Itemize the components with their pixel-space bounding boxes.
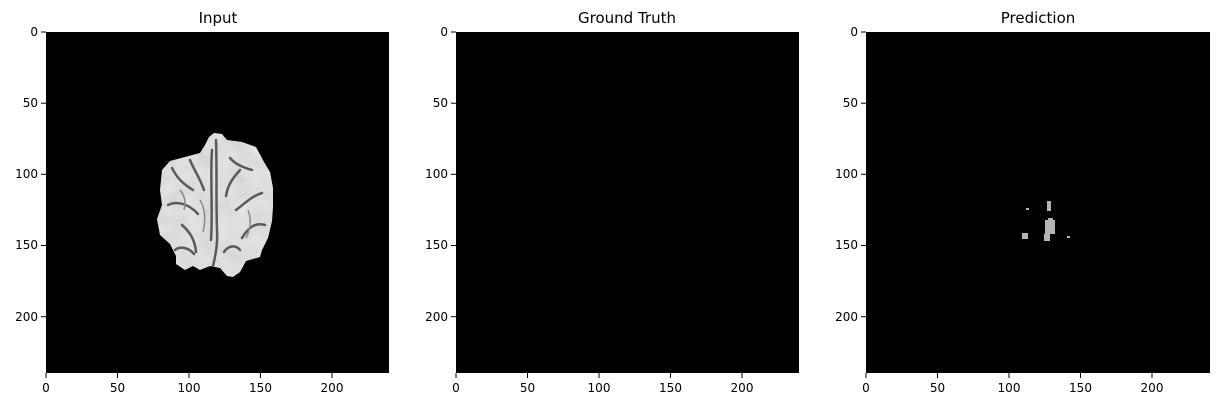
panel-title-input: Input <box>199 9 238 27</box>
x-tick-label: 50 <box>930 381 945 395</box>
y-tick-label: 200 <box>425 310 448 324</box>
y-tick-label: 100 <box>425 167 448 181</box>
x-tick-label: 100 <box>998 381 1021 395</box>
y-tick-label: 50 <box>23 96 38 110</box>
x-tick-label: 50 <box>520 381 535 395</box>
y-tick-label: 0 <box>440 25 448 39</box>
y-tick-label: 150 <box>835 238 858 252</box>
brain-slice <box>157 133 273 277</box>
x-tick-label: 0 <box>452 381 460 395</box>
panel-ground-truth: Ground Truth 0 50 100 150 200 0 50 100 1… <box>425 9 799 395</box>
x-tick-label: 100 <box>588 381 611 395</box>
panel-title-prediction: Prediction <box>1001 9 1076 27</box>
panel-title-ground-truth: Ground Truth <box>578 9 676 27</box>
prediction-image <box>866 32 1210 373</box>
y-tick-label: 150 <box>425 238 448 252</box>
y-tick-label: 150 <box>15 238 38 252</box>
x-tick-label: 200 <box>731 381 754 395</box>
x-tick-label: 0 <box>42 381 50 395</box>
x-tick-label: 150 <box>249 381 272 395</box>
y-tick-label: 0 <box>850 25 858 39</box>
y-tick-label: 100 <box>15 167 38 181</box>
y-tick-label: 200 <box>15 310 38 324</box>
panel-prediction: Prediction 0 50 100 150 200 0 50 100 150 <box>835 9 1210 395</box>
y-tick-label: 200 <box>835 310 858 324</box>
prediction-mask <box>1022 201 1070 241</box>
x-tick-label: 0 <box>862 381 870 395</box>
x-tick-label: 50 <box>110 381 125 395</box>
x-tick-label: 200 <box>1141 381 1164 395</box>
x-tick-label: 100 <box>178 381 201 395</box>
x-tick-label: 200 <box>321 381 344 395</box>
panel-input: Input <box>15 9 389 395</box>
x-tick-label: 150 <box>1069 381 1092 395</box>
y-tick-label: 100 <box>835 167 858 181</box>
ground-truth-image <box>456 32 799 373</box>
y-tick-label: 50 <box>433 96 448 110</box>
y-tick-label: 0 <box>30 25 38 39</box>
x-tick-label: 150 <box>659 381 682 395</box>
y-tick-label: 50 <box>843 96 858 110</box>
